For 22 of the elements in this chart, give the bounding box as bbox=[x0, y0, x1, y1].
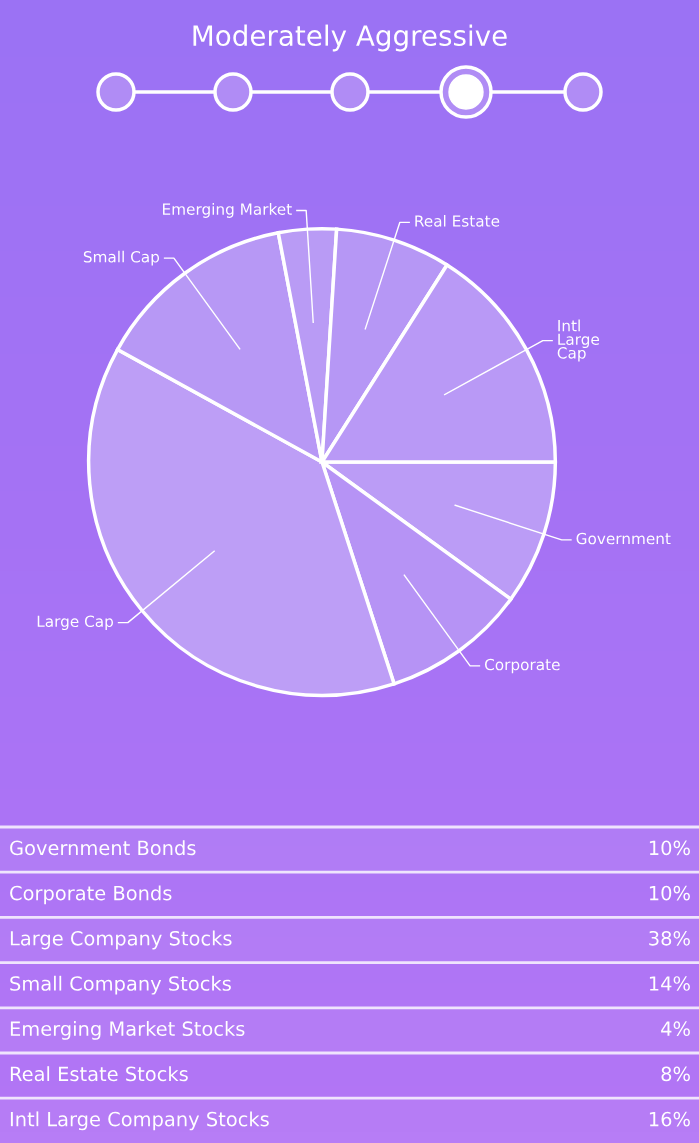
slice-label: Large Cap bbox=[37, 615, 113, 631]
text: 16% bbox=[649, 1111, 690, 1127]
text: 10% bbox=[649, 840, 690, 856]
text: Emerging Market Stocks bbox=[10, 1020, 245, 1040]
slice-label: Small Cap bbox=[83, 250, 160, 266]
slice-label: Real Estate bbox=[415, 214, 500, 227]
text: Corporate Bonds bbox=[10, 885, 172, 905]
text: Real Estate Stocks bbox=[10, 1066, 188, 1082]
text: 38% bbox=[649, 930, 690, 946]
slice-label: Emerging Market bbox=[163, 203, 292, 218]
text: 14% bbox=[649, 976, 690, 991]
text: Large Company Stocks bbox=[10, 930, 232, 950]
slice-label: Government bbox=[576, 532, 671, 545]
text: 8% bbox=[661, 1066, 690, 1082]
text: Small Company Stocks bbox=[10, 975, 231, 995]
text: 4% bbox=[661, 1021, 690, 1037]
text: 10% bbox=[649, 885, 690, 901]
slice-label: Corporate bbox=[484, 658, 560, 674]
text: Intl Large Company Stocks bbox=[10, 1111, 269, 1131]
chart-title: Moderately Aggressive bbox=[193, 24, 507, 52]
text: Government Bonds bbox=[10, 840, 196, 856]
slice-label: Intl Large Cap bbox=[557, 319, 599, 362]
